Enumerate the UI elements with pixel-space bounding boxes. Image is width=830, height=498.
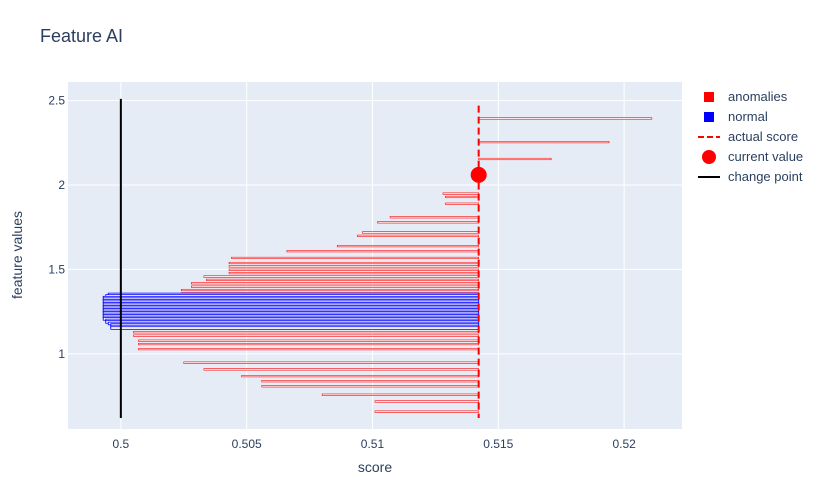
legend[interactable]: anomalies normal actual score current value… — [698, 89, 803, 184]
y-tick-label: 1.5 — [48, 262, 65, 276]
x-tick-label: 0.515 — [483, 437, 513, 451]
legend-label-current-value: current value — [728, 149, 803, 164]
anomaly-bar — [261, 380, 479, 383]
y-tick-label: 1 — [58, 347, 65, 361]
anomaly-bar — [374, 400, 479, 403]
anomaly-bar — [321, 393, 479, 396]
legend-label-anomalies: anomalies — [728, 89, 788, 104]
x-tick-label: 0.51 — [361, 437, 385, 451]
anomaly-bar — [478, 157, 552, 161]
anomaly-bar — [228, 272, 479, 275]
y-axis-ticks: 1 1.5 2 2.5 — [48, 94, 65, 361]
anomaly-bar — [374, 410, 479, 413]
x-axis-title: score — [358, 459, 392, 475]
anomaly-bar — [133, 331, 479, 334]
anomaly-bar — [478, 141, 610, 144]
bars — [102, 117, 653, 413]
legend-swatch-current-value — [702, 150, 716, 164]
anomaly-bar — [228, 268, 479, 271]
anomaly-bar — [478, 117, 653, 120]
anomaly-bar — [442, 192, 479, 195]
legend-swatch-normal — [704, 112, 714, 122]
chart-title: Feature AI — [40, 26, 123, 46]
y-axis-title: feature values — [9, 211, 25, 299]
anomaly-bar — [180, 288, 479, 292]
anomaly-bar — [203, 368, 479, 371]
legend-swatch-anomalies — [704, 92, 714, 102]
anomaly-bar — [445, 202, 479, 205]
anomaly-bar — [191, 285, 479, 288]
x-tick-label: 0.505 — [232, 437, 262, 451]
current-value-marker — [470, 166, 487, 183]
anomaly-bar — [241, 375, 479, 378]
anomaly-bar — [231, 256, 479, 259]
x-axis-ticks: 0.5 0.505 0.51 0.515 0.52 — [113, 437, 637, 451]
legend-label-normal: normal — [728, 109, 768, 124]
anomaly-bar — [336, 245, 479, 248]
y-tick-label: 2.5 — [48, 94, 65, 108]
anomaly-bar — [183, 361, 479, 364]
y-tick-label: 2 — [58, 178, 65, 192]
reference-lines — [119, 98, 487, 419]
anomaly-bar — [206, 278, 479, 281]
anomaly-bar — [228, 261, 479, 265]
x-tick-label: 0.5 — [113, 437, 130, 451]
x-tick-label: 0.52 — [612, 437, 636, 451]
anomaly-bar — [445, 195, 479, 199]
anomaly-bar — [357, 234, 479, 237]
anomaly-bar — [191, 282, 479, 285]
anomaly-bar — [377, 221, 479, 224]
anomaly-bar — [138, 339, 479, 342]
anomaly-bar — [133, 334, 479, 337]
anomaly-bar — [138, 343, 479, 346]
anomaly-bar — [138, 348, 479, 351]
anomaly-bar — [228, 265, 479, 268]
anomaly-bar — [362, 231, 479, 234]
normal-bar — [110, 326, 480, 330]
anomaly-bar — [203, 275, 479, 278]
plot-area — [68, 82, 682, 429]
legend-label-change-point: change point — [728, 169, 803, 184]
anomaly-bar — [389, 216, 479, 219]
legend-label-actual-score: actual score — [728, 129, 798, 144]
anomaly-bar — [261, 385, 479, 388]
anomaly-bar — [286, 250, 479, 253]
